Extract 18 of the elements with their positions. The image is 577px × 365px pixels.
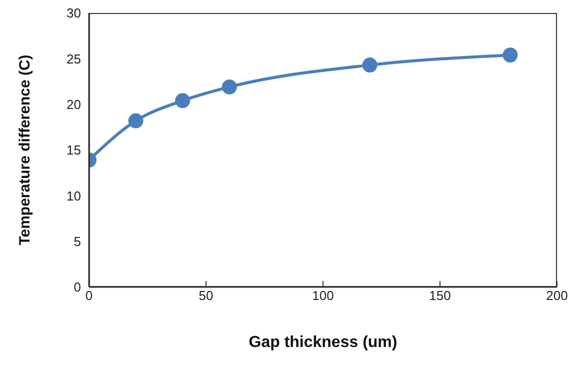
x-tick-label: 150 [429, 288, 451, 304]
y-tick-label: 5 [74, 234, 81, 249]
point [362, 58, 378, 73]
y-tick-label: 25 [66, 51, 81, 66]
x-tick-label: 0 [85, 288, 93, 304]
y-tick-label: 20 [66, 96, 81, 112]
y-tick-label: 30 [66, 6, 81, 21]
point [502, 48, 518, 63]
y-axis-title: Temperature difference (C) [16, 54, 34, 246]
x-axis-title: Gap thickness (um) [248, 334, 398, 351]
x-tick-label: 200 [546, 288, 568, 304]
point [128, 113, 144, 128]
point [222, 79, 237, 94]
point [175, 93, 190, 108]
y-tick-label: 10 [66, 188, 81, 204]
x-tick-label: 50 [198, 288, 214, 304]
x-tick-label: 100 [312, 288, 334, 304]
y-tick-label: 15 [66, 142, 81, 158]
